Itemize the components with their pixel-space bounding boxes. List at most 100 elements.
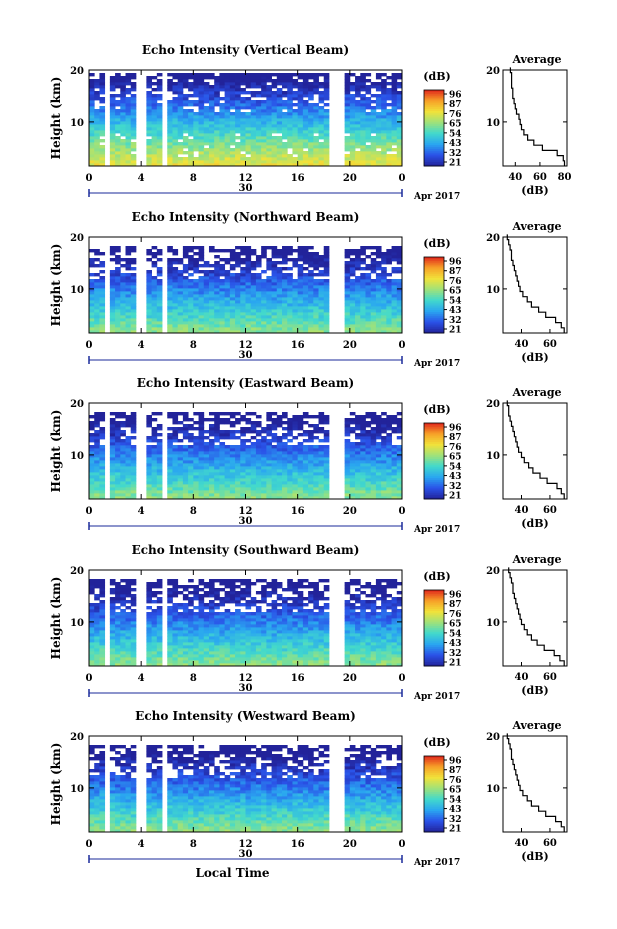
heatmap-cell [365,448,372,452]
heatmap-cell [182,412,189,416]
heatmap-cell [381,94,387,98]
heatmap-cell [182,490,189,494]
heatmap-cell [198,642,205,646]
heatmap-cell [115,139,121,143]
colorbar-segment [424,291,444,294]
colorbar-segment [424,459,444,462]
heatmap-cell [224,493,231,497]
heatmap-cell [99,490,106,494]
heatmap-cell [287,439,293,443]
heatmap-cell [287,463,293,467]
heatmap-cell [94,303,100,307]
heatmap-cell [235,460,241,464]
heatmap-cell [240,115,246,119]
heatmap-cell [198,582,205,586]
heatmap-cell [89,288,95,292]
heatmap-cell [94,582,100,586]
heatmap-cell [344,249,351,253]
heatmap-cell [370,490,377,494]
heatmap-cell [245,493,252,497]
heatmap-cell [276,154,283,158]
heatmap-cell [167,615,173,619]
heatmap-cell [318,439,325,443]
heatmap-cell [302,463,309,467]
heatmap-cell [115,484,121,488]
heatmap-cell [167,109,173,113]
heatmap-cell [94,279,100,283]
heatmap-cell [375,157,382,161]
heatmap-cell [297,318,304,322]
heatmap-cell [130,157,137,161]
heatmap-cell [130,148,137,152]
heatmap-cell [219,291,226,295]
colorbar-tick-label: 87 [449,267,462,277]
heatmap-cell [214,484,220,488]
heatmap-cell [208,303,215,307]
heatmap-cell [208,163,215,167]
heatmap-cell [370,448,377,452]
heatmap-cell [261,294,267,298]
heatmap-cell [99,633,106,637]
heatmap-cell [125,487,132,491]
heatmap-cell [381,291,387,295]
heatmap-cell [318,160,325,164]
heatmap-cell [282,142,288,146]
heatmap-cell [255,454,262,458]
heatmap-cell [172,285,179,289]
heatmap-cell [188,246,194,250]
colorbar-segment [424,434,444,437]
heatmap-cell [282,478,288,482]
heatmap-cell [182,297,189,301]
heatmap-cell [193,282,199,286]
heatmap-cell [99,312,106,316]
heatmap-cell [198,460,205,464]
heatmap-cell [245,421,252,425]
heatmap-cell [261,79,267,83]
heatmap-cell [198,594,205,598]
heatmap-cell [360,145,366,149]
heatmap-cell [370,466,377,470]
heatmap-cell [120,300,126,304]
heatmap-cell [287,94,293,98]
heatmap-cell [151,115,158,119]
heatmap-cell [156,285,163,289]
heatmap-cell [188,448,194,452]
heatmap-cell [297,291,304,295]
heatmap-cell [365,97,372,101]
heatmap-cell [177,73,184,77]
heatmap-cell [287,493,293,497]
heatmap-cell [375,490,382,494]
heatmap-cell [282,330,288,334]
heatmap-cell [375,103,382,107]
heatmap-cell [276,481,283,485]
heatmap-cell [130,312,137,316]
heatmap-cell [167,297,173,301]
heatmap-cell [344,276,351,280]
date-day-label: 30 [239,516,253,527]
heatmap-cell [240,430,246,434]
heatmap-cell [224,472,231,476]
heatmap-cell [151,303,158,307]
heatmap-cell [156,475,163,479]
heatmap-cell [297,88,304,92]
heatmap-cell [302,484,309,488]
heatmap-cell [89,460,95,464]
heatmap-cell [94,645,100,649]
heatmap-cell [391,463,398,467]
heatmap-cell [313,445,319,449]
heatmap-cell [109,582,116,586]
heatmap-cell [302,478,309,482]
heatmap-cell [323,475,330,479]
heatmap-cell [308,487,314,491]
heatmap-cell [167,273,173,277]
heatmap-cell [151,642,158,646]
heatmap-cell [167,121,173,125]
heatmap-cell [308,300,314,304]
heatmap-cell [224,291,231,295]
heatmap-cell [203,82,210,86]
heatmap-cell [115,324,121,328]
colorbar-segment [424,468,444,471]
heatmap-cell [203,324,210,328]
heatmap-cell [386,484,392,488]
heatmap-cell [109,493,116,497]
